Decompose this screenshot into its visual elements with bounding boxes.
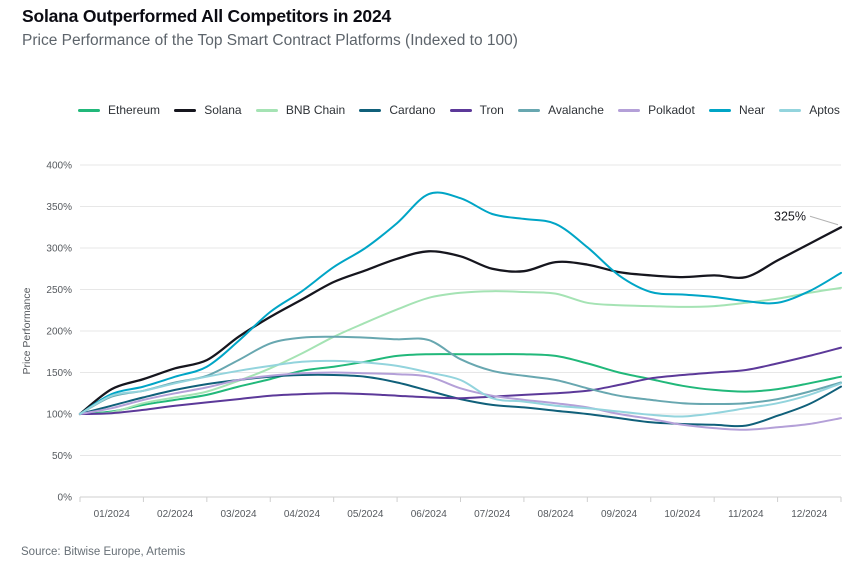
source-credit: Source: Bitwise Europe, Artemis	[21, 546, 186, 558]
annotation-leader-line	[809, 215, 839, 226]
legend-label: Avalanche	[548, 103, 604, 117]
series-line-avalanche	[79, 335, 842, 415]
series-line-bnb-chain	[79, 286, 842, 415]
series-line-cardano	[79, 373, 842, 428]
legend-item-aptos: Aptos	[779, 103, 840, 117]
page-subtitle: Price Performance of the Top Smart Contr…	[22, 32, 518, 49]
x-axis-tick-label: 11/2024	[728, 509, 764, 520]
series-line-solana	[78, 226, 843, 416]
x-axis-tick-label: 05/2024	[347, 509, 384, 520]
legend-item-cardano: Cardano	[359, 103, 435, 117]
solana-line-swatch-icon	[174, 108, 197, 112]
legend-label: Solana	[204, 103, 242, 117]
x-axis-tick-label: 09/2024	[601, 509, 638, 520]
annotation-label: 325%	[774, 209, 806, 223]
legend: Ethereum Solana BNB Chain Cardano Tron Avalan…	[78, 100, 840, 120]
y-axis-tick-label: 400%	[46, 161, 72, 172]
x-axis-tick-label: 08/2024	[538, 509, 575, 520]
near-line-swatch-icon	[709, 108, 731, 112]
series-line-aptos	[79, 359, 842, 418]
y-axis-tick-label: 150%	[46, 368, 72, 379]
bnb-chain-line-swatch-icon	[255, 108, 278, 112]
ethereum-line-swatch-icon	[78, 108, 100, 112]
legend-item-solana: Solana	[174, 103, 242, 117]
avalanche-line-swatch-icon	[518, 108, 541, 112]
series-line-polkadot	[79, 371, 842, 431]
legend-label: Near	[739, 103, 766, 117]
y-axis-title: Price Performance	[21, 287, 33, 374]
legend-label: Ethereum	[108, 103, 161, 117]
y-axis-tick-label: 0%	[58, 493, 73, 504]
cardano-line-swatch-icon	[359, 108, 382, 112]
legend-label: Cardano	[389, 103, 436, 117]
tron-line-swatch-icon	[449, 108, 472, 112]
legend-label: Aptos	[809, 103, 840, 117]
x-axis-tick-label: 06/2024	[411, 509, 448, 520]
x-axis-tick-label: 07/2024	[474, 509, 511, 520]
legend-item-near: Near	[709, 103, 765, 117]
legend-label: BNB Chain	[285, 103, 346, 117]
y-axis-tick-label: 100%	[46, 410, 72, 421]
x-axis-tick-label: 02/2024	[157, 509, 194, 520]
page-title: Solana Outperformed All Competitors in 2…	[22, 6, 392, 26]
x-axis-tick-label: 01/2024	[94, 509, 131, 520]
series-line-ethereum	[79, 353, 842, 415]
y-axis-tick-label: 250%	[46, 285, 72, 296]
aptos-line-swatch-icon	[779, 108, 802, 112]
polkadot-line-swatch-icon	[618, 108, 641, 112]
legend-item-tron: Tron	[449, 103, 504, 117]
x-axis-tick-label: 03/2024	[220, 509, 257, 520]
legend-item-bnb-chain: BNB Chain	[255, 103, 346, 117]
y-axis-tick-label: 50%	[52, 451, 72, 462]
legend-item-ethereum: Ethereum	[78, 103, 160, 117]
legend-item-polkadot: Polkadot	[618, 103, 695, 117]
y-axis-tick-label: 200%	[46, 327, 72, 338]
series-line-tron	[79, 346, 842, 415]
legend-label: Tron	[479, 103, 504, 117]
y-axis-tick-label: 350%	[46, 202, 72, 213]
x-axis-tick-label: 04/2024	[284, 509, 321, 520]
series-line-near	[79, 191, 842, 415]
x-axis-tick-label: 10/2024	[664, 509, 701, 520]
x-axis-tick-label: 12/2024	[791, 509, 828, 520]
legend-item-avalanche: Avalanche	[518, 103, 604, 117]
y-axis-tick-label: 300%	[46, 244, 72, 255]
price-performance-chart: 0% 50% 100% 150% 200% 250% 300% 350% 400% 01/2024…	[21, 161, 843, 520]
legend-label: Polkadot	[648, 103, 695, 117]
